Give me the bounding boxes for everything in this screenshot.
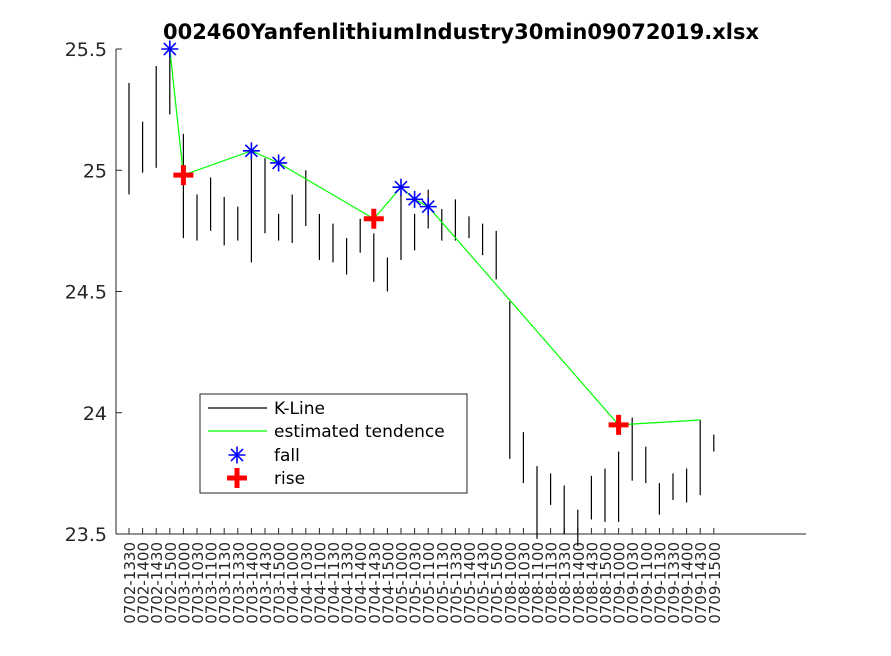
x-tick-label: 0702-1430 bbox=[148, 542, 166, 624]
x-tick-label: 0708-1430 bbox=[583, 542, 601, 624]
x-tick-label: 0709-1000 bbox=[611, 542, 629, 624]
x-tick-label: 0702-1500 bbox=[162, 542, 180, 624]
rise-marker bbox=[608, 414, 629, 435]
fall-marker bbox=[242, 142, 260, 160]
x-tick-label: 0705-1000 bbox=[393, 542, 411, 624]
y-tick-label: 23.5 bbox=[65, 524, 107, 546]
x-tick-label: 0704-1100 bbox=[311, 542, 329, 624]
x-tick-label: 0703-1330 bbox=[230, 542, 248, 624]
x-tick-label: 0708-1100 bbox=[529, 542, 547, 624]
plus-bar-v bbox=[234, 468, 240, 488]
x-tick-label: 0703-1130 bbox=[216, 542, 234, 624]
x-tick-label: 0704-1400 bbox=[352, 542, 370, 624]
x-tick-label: 0705-1430 bbox=[475, 542, 493, 624]
x-tick-label: 0704-1430 bbox=[366, 542, 384, 624]
x-tick-label: 0705-1030 bbox=[407, 542, 425, 624]
legend-label: fall bbox=[274, 446, 300, 466]
y-tick-label: 24 bbox=[83, 403, 107, 425]
x-tick-label: 0705-1400 bbox=[461, 542, 479, 624]
x-tick-label: 0708-1030 bbox=[515, 542, 533, 624]
x-tick-label: 0709-1430 bbox=[692, 542, 710, 624]
chart-title: 002460YanfenlithiumIndustry30min09072019… bbox=[163, 20, 760, 44]
plus-bar-v bbox=[616, 414, 622, 435]
x-tick-label: 0709-1500 bbox=[706, 542, 724, 624]
fall-marker bbox=[270, 154, 288, 172]
x-tick-label: 0702-1330 bbox=[121, 542, 139, 624]
rise-marker bbox=[363, 208, 384, 229]
legend-label: rise bbox=[274, 469, 305, 489]
legend-swatch-fall bbox=[228, 446, 246, 464]
legend-label: K-Line bbox=[274, 399, 325, 419]
asterisk-stroke bbox=[421, 200, 435, 214]
legend-label: estimated tendence bbox=[274, 422, 445, 442]
marker-series bbox=[161, 40, 629, 435]
x-tick-label: 0703-1100 bbox=[203, 542, 221, 624]
x-tick-label: 0708-1400 bbox=[570, 542, 588, 624]
x-tick-label: 0708-1000 bbox=[502, 542, 520, 624]
x-tick-label: 0704-1000 bbox=[284, 542, 302, 624]
plus-bar-v bbox=[180, 165, 186, 186]
x-tick-label: 0708-1130 bbox=[543, 542, 561, 624]
x-tick-label: 0709-1400 bbox=[679, 542, 697, 624]
fall-marker bbox=[392, 178, 410, 196]
x-tick-label: 0705-1100 bbox=[420, 542, 438, 624]
asterisk-stroke bbox=[163, 42, 177, 56]
kline-series bbox=[128, 49, 715, 547]
x-tick-label: 0704-1330 bbox=[339, 542, 357, 624]
fall-marker bbox=[419, 198, 437, 216]
legend: K-Line estimated tendence fall rise bbox=[199, 393, 468, 494]
x-tick-label: 0709-1100 bbox=[638, 542, 656, 624]
x-tick-label: 0703-1000 bbox=[175, 542, 193, 624]
x-tick-label: 0709-1330 bbox=[665, 542, 683, 624]
y-tick-label: 24.5 bbox=[65, 282, 107, 304]
x-tick-label: 0709-1030 bbox=[624, 542, 642, 624]
x-tick-label: 0703-1430 bbox=[257, 542, 275, 624]
x-tick-label: 0702-1400 bbox=[135, 542, 153, 624]
legend-swatch-rise bbox=[227, 468, 247, 488]
x-tick-label: 0703-1030 bbox=[189, 542, 207, 624]
tendence-series bbox=[169, 48, 701, 426]
asterisk-stroke bbox=[408, 192, 422, 206]
asterisk-stroke bbox=[394, 180, 408, 194]
x-tick-label: 0708-1330 bbox=[556, 542, 574, 624]
x-tick-label: 0709-1130 bbox=[651, 542, 669, 624]
rise-marker bbox=[173, 165, 194, 186]
fall-marker bbox=[161, 40, 179, 58]
x-tick-label: 0705-1500 bbox=[488, 542, 506, 624]
x-tick-label: 0703-1500 bbox=[271, 542, 289, 624]
plus-bar-v bbox=[371, 208, 377, 229]
x-tick-label: 0705-1330 bbox=[447, 542, 465, 624]
x-tick-label: 0708-1500 bbox=[597, 542, 615, 624]
x-tick-label: 0705-1130 bbox=[434, 542, 452, 624]
tendence-line bbox=[169, 48, 701, 426]
fall-marker bbox=[406, 190, 424, 208]
y-tick-label: 25.5 bbox=[65, 39, 107, 61]
y-tick-label: 25 bbox=[83, 160, 107, 182]
asterisk-stroke bbox=[244, 144, 258, 158]
x-tick-label: 0704-1130 bbox=[325, 542, 343, 624]
x-tick-label: 0704-1030 bbox=[298, 542, 316, 624]
asterisk-stroke bbox=[230, 448, 244, 462]
asterisk-stroke bbox=[272, 156, 286, 170]
x-tick-label: 0703-1400 bbox=[243, 542, 261, 624]
x-tick-label: 0704-1500 bbox=[379, 542, 397, 624]
axes: 23.52424.52525.50702-13300702-14000702-1… bbox=[65, 39, 806, 624]
